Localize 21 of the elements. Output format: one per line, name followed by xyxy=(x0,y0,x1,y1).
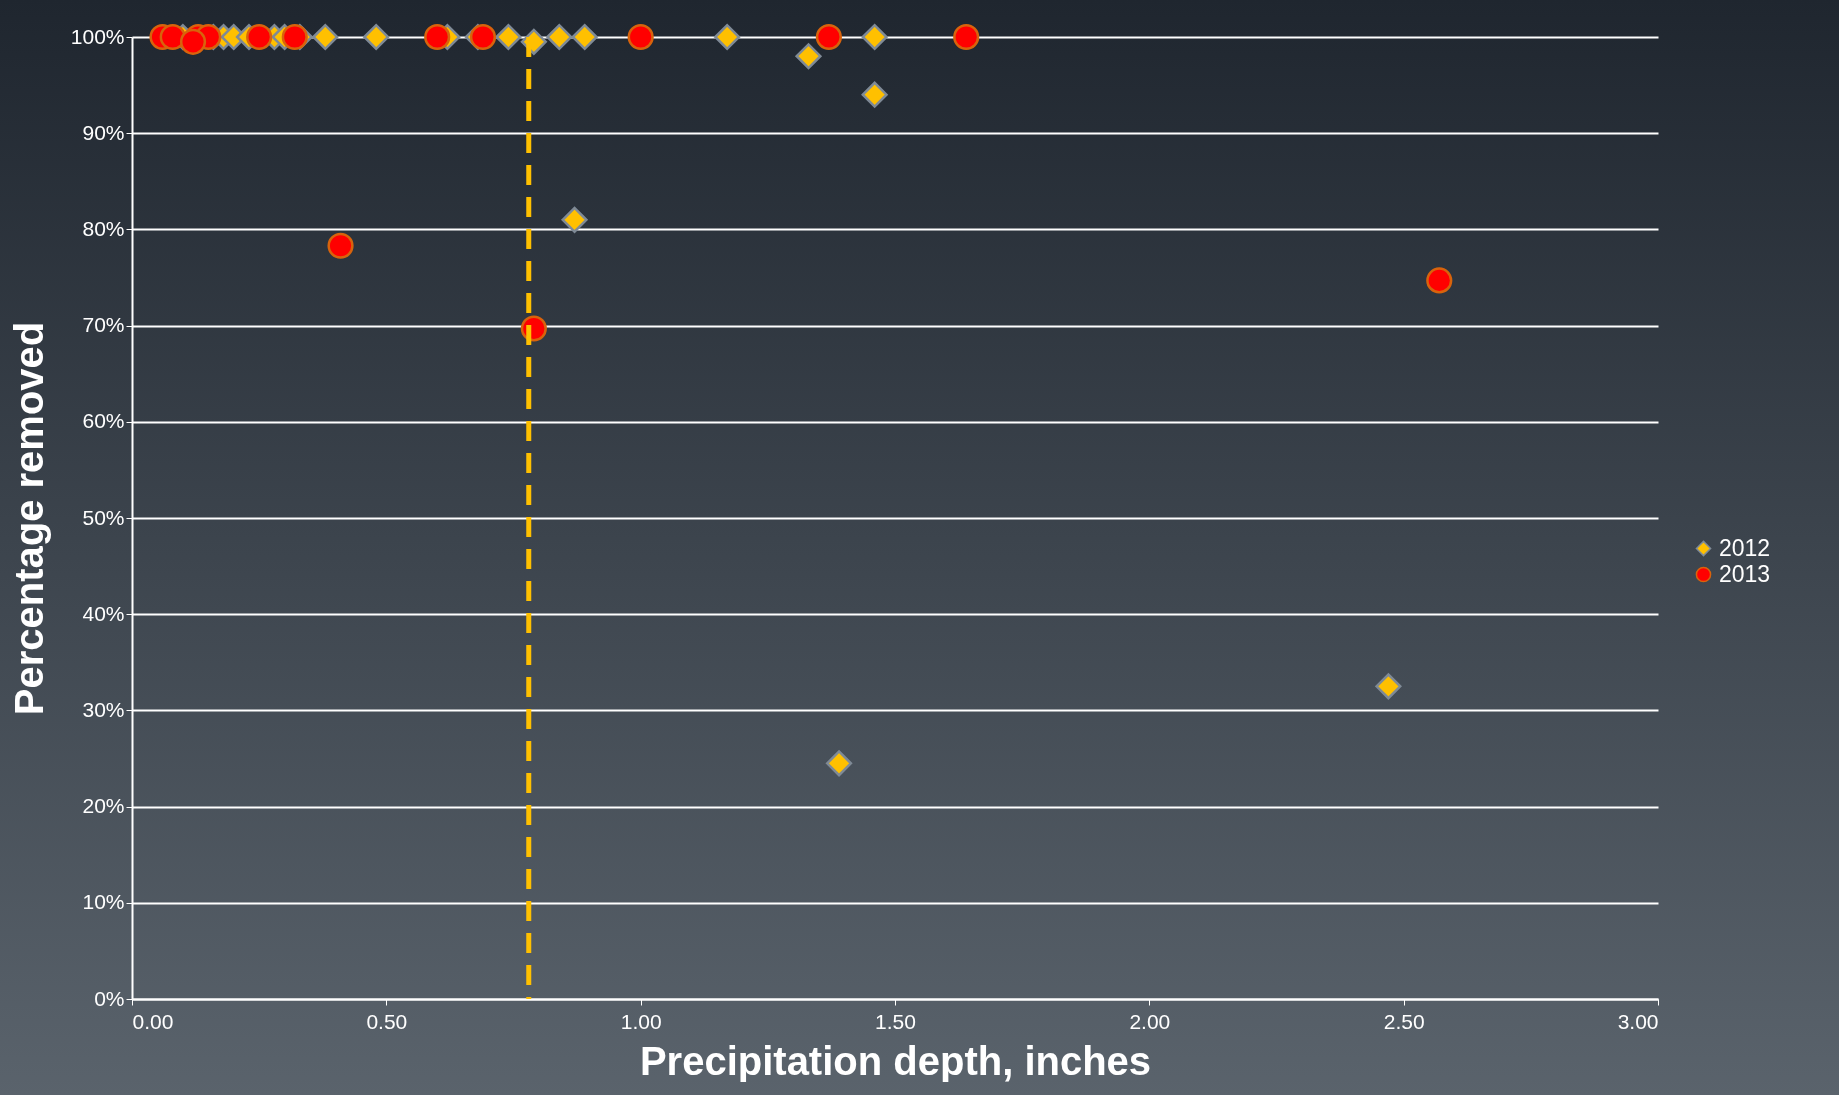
x-tick-label: 1.50 xyxy=(875,1009,916,1033)
y-tick-label: 20% xyxy=(82,794,125,818)
x-tick-label: 0.00 xyxy=(132,1009,174,1033)
y-tick-label: 0% xyxy=(94,986,125,1010)
y-tick-label: 100% xyxy=(70,24,125,48)
x-tick-label: 1.00 xyxy=(620,1009,662,1033)
y-tick-label: 70% xyxy=(82,313,125,337)
y-tick-label: 10% xyxy=(82,890,125,914)
y-tick-label: 60% xyxy=(82,409,125,433)
x-tick-label: 2.00 xyxy=(1129,1009,1171,1033)
y-tick-label: 50% xyxy=(82,505,125,529)
x-tick-label: 3.00 xyxy=(1617,1009,1659,1033)
y-tick-label: 40% xyxy=(82,601,125,625)
y-axis-title: Percentage removed xyxy=(6,321,51,716)
legend-label: 2013 xyxy=(1719,560,1771,587)
y-tick-label: 90% xyxy=(82,120,125,144)
y-tick-label: 80% xyxy=(82,216,125,240)
legend-label: 2012 xyxy=(1719,534,1771,561)
y-tick-label: 30% xyxy=(82,697,125,721)
x-tick-label: 2.50 xyxy=(1383,1009,1425,1033)
x-tick-label: 0.50 xyxy=(366,1009,408,1033)
